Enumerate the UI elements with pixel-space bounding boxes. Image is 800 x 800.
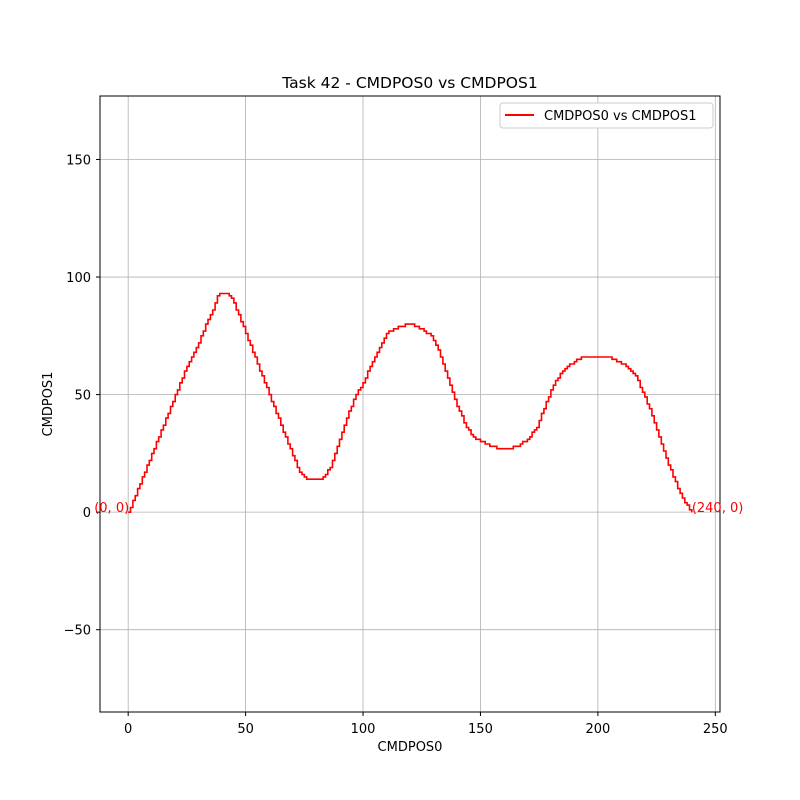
legend-box	[499, 102, 714, 129]
plot-area	[99, 95, 721, 713]
x-axis-title: CMDPOS0	[378, 740, 443, 755]
series-line	[128, 292, 693, 513]
y-tick-label: −50	[64, 624, 91, 639]
x-axis: 0 50 100 150 200 250	[124, 712, 728, 737]
x-tick-label: 100	[351, 722, 376, 737]
grid-lines	[100, 96, 720, 712]
y-axis: −50 0 50 100 150	[64, 153, 100, 639]
y-tick-label: 0	[83, 506, 91, 521]
annotations: (0, 0) (240, 0)	[94, 501, 743, 516]
chart-title: Task 42 - CMDPOS0 vs CMDPOS1	[281, 74, 537, 92]
x-tick-label: 150	[468, 722, 493, 737]
x-tick-label: 0	[124, 722, 132, 737]
x-tick-label: 200	[585, 722, 610, 737]
data-series	[128, 292, 693, 513]
legend: CMDPOS0 vs CMDPOS1	[499, 102, 714, 129]
annotation-label: (240, 0)	[692, 501, 744, 516]
y-tick-label: 50	[74, 389, 91, 404]
y-axis-title: CMDPOS1	[41, 372, 56, 437]
x-tick-label: 50	[237, 722, 254, 737]
annotation-label: (0, 0)	[94, 501, 129, 516]
y-tick-label: 100	[66, 271, 91, 286]
x-tick-label: 250	[703, 722, 728, 737]
legend-label: CMDPOS0 vs CMDPOS1	[544, 109, 697, 124]
y-tick-label: 150	[66, 153, 91, 168]
